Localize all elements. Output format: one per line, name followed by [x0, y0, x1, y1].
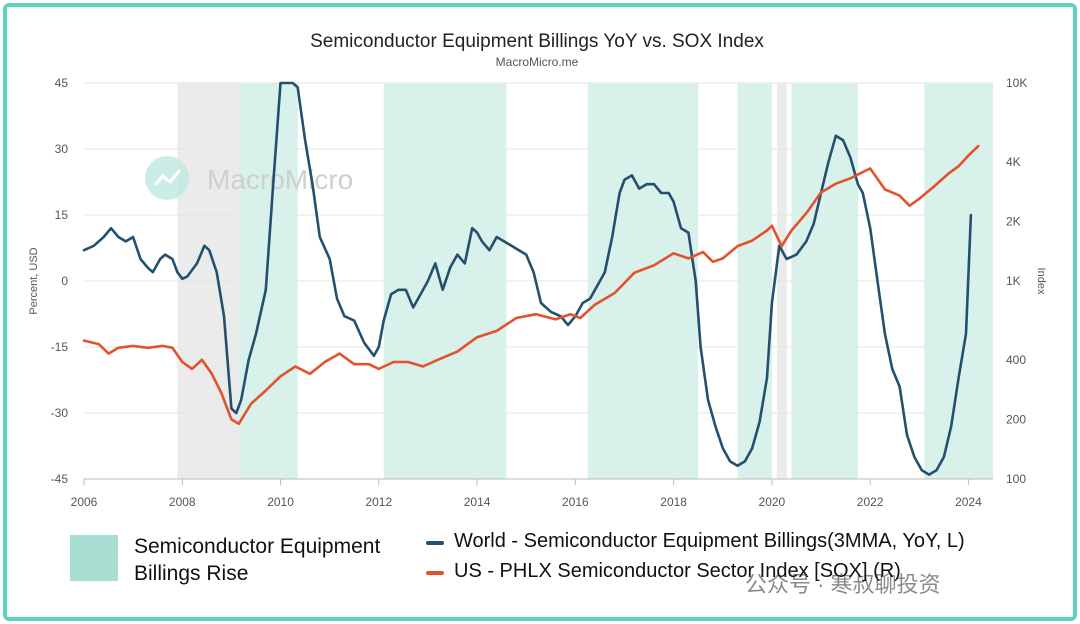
y-left-tick-label: 15	[55, 208, 69, 222]
x-tick-label: 2010	[267, 495, 294, 509]
x-tick-label: 2006	[71, 495, 98, 509]
y-left-tick-label: -45	[51, 472, 69, 486]
y-left-tick-label: 0	[61, 274, 68, 288]
legend-world-label[interactable]: World - Semiconductor Equipment Billings…	[454, 530, 965, 552]
wechat-watermark: 公众号 · 寒叔聊投资	[745, 572, 941, 597]
y-right-tick-label: 100	[1006, 472, 1026, 486]
legend-sox-label[interactable]: US - PHLX Semiconductor Sector Index [SO…	[454, 560, 901, 582]
brand-watermark-text: MacroMicro	[207, 164, 353, 195]
y-left-tick-label: -15	[51, 340, 69, 354]
legend-rise-label: Semiconductor Equipment Billings Rise	[134, 535, 381, 585]
x-tick-label: 2016	[562, 495, 589, 509]
axes: 45 30 15 0 -15 -30 -45 10K 4K 2K 1K 400 200 100 2006 20…	[51, 76, 1028, 509]
brand-watermark: MacroMicro	[145, 156, 353, 200]
series-line-sox-index	[82, 144, 980, 426]
series-line-world-billings	[82, 81, 973, 476]
y-right-axis-label: Index	[1035, 268, 1047, 295]
y-right-tick-label: 1K	[1006, 274, 1021, 288]
y-right-tick-label: 10K	[1006, 76, 1027, 90]
y-right-tick-label: 200	[1006, 412, 1026, 426]
y-right-tick-label: 2K	[1006, 214, 1021, 228]
legend: Semiconductor Equipment Billings Rise Wo…	[0, 525, 1080, 620]
brand-logo-trend-icon	[153, 169, 182, 186]
x-tick-label: 2020	[759, 495, 786, 509]
x-tick-label: 2018	[660, 495, 687, 509]
chart-title: Semiconductor Equipment Billings YoY vs.…	[310, 31, 764, 52]
series-lines	[82, 81, 980, 476]
legend-sox-line[interactable]	[426, 571, 444, 575]
y-left-tick-label: -30	[51, 406, 69, 420]
legend-rise-swatch[interactable]	[70, 535, 118, 581]
y-left-tick-label: 30	[55, 142, 69, 156]
y-right-tick-label: 4K	[1006, 155, 1021, 169]
x-tick-label: 2008	[169, 495, 196, 509]
y-right-tick-label: 400	[1006, 353, 1026, 367]
y-left-axis-label: Percent, USD	[28, 247, 40, 314]
y-left-tick-label: 45	[55, 76, 69, 90]
x-tick-label: 2022	[857, 495, 884, 509]
x-tick-label: 2024	[955, 495, 982, 509]
x-tick-label: 2014	[464, 495, 491, 509]
chart-subtitle: MacroMicro.me	[496, 55, 579, 69]
legend-world-line[interactable]	[426, 541, 444, 545]
x-tick-label: 2012	[365, 495, 392, 509]
